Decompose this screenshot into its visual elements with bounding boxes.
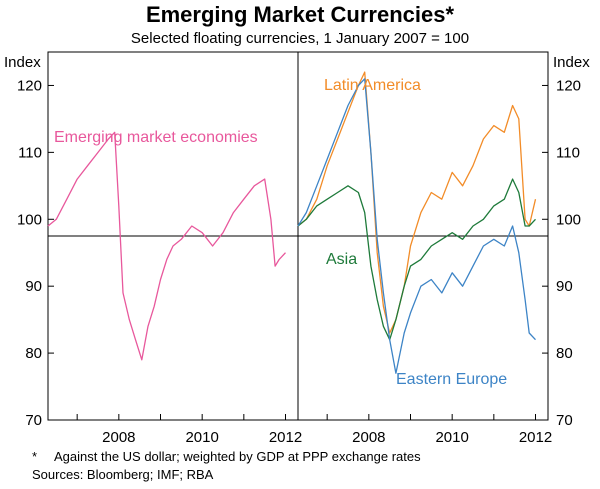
x-tick-label-right-2008: 2008 [352, 429, 385, 446]
y-tick-label-left-110: 110 [18, 144, 42, 161]
y-tick-label-left-90: 90 [25, 278, 42, 295]
series-label-eastern-europe: Eastern Europe [396, 371, 507, 388]
y-tick-label-right-100: 100 [556, 211, 581, 228]
y-tick-label-right-70: 70 [556, 412, 573, 429]
x-tick-label-right-2012: 2012 [519, 429, 552, 446]
y-tick-label-right-120: 120 [556, 77, 581, 94]
series-line-emerging-market-economies [47, 131, 286, 361]
x-tick-label-left-2012: 2012 [269, 429, 302, 446]
series-label-latin-america: Latin America [324, 77, 421, 94]
y-tick-label-left-100: 100 [17, 211, 42, 228]
x-tick-label-left-2008: 2008 [102, 429, 135, 446]
x-tick-label-right-2010: 2010 [435, 429, 468, 446]
footnote-mark: * [32, 449, 38, 464]
left-index-label: Index [4, 54, 41, 71]
series-line-latin-america [297, 71, 537, 334]
chart-subtitle: Selected floating currencies, 1 January … [130, 30, 470, 47]
footnote-line: * Against the US dollar; weighted by GDP … [32, 448, 421, 466]
y-tick-label-right-80: 80 [556, 345, 573, 362]
chart-notes: * Against the US dollar; weighted by GDP … [32, 448, 421, 484]
y-tick-label-right-110: 110 [556, 144, 580, 161]
x-tick-label-left-2010: 2010 [185, 429, 218, 446]
series-label-asia: Asia [326, 251, 357, 268]
series-label-emerging-market-economies: Emerging market economies [54, 129, 258, 146]
y-tick-label-right-90: 90 [556, 278, 573, 295]
y-tick-label-left-80: 80 [25, 345, 42, 362]
y-tick-label-left-120: 120 [17, 77, 42, 94]
sources-line: Sources: Bloomberg; IMF; RBA [32, 467, 214, 482]
series-line-eastern-europe [297, 78, 536, 374]
series-line-asia [297, 178, 536, 341]
right-index-label: Index [553, 54, 590, 71]
chart-title: Emerging Market Currencies* [145, 2, 455, 27]
footnote-text: Against the US dollar; weighted by GDP a… [54, 449, 421, 464]
y-tick-label-left-70: 70 [25, 412, 42, 429]
